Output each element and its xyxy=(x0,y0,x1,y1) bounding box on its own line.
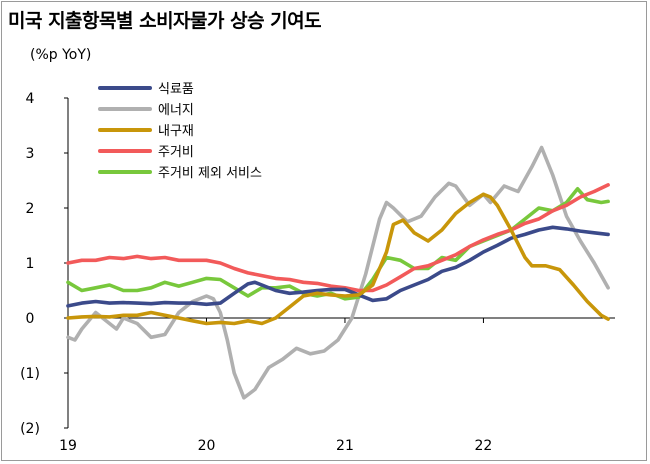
series-line-2 xyxy=(66,145,610,400)
y-tick-label: (2) xyxy=(20,421,40,437)
x-tick-label: 21 xyxy=(336,438,354,454)
chart-title: 미국 지출항목별 소비자물가 상승 기여도 xyxy=(8,10,322,32)
y-tick-label: 3 xyxy=(26,146,35,162)
legend-label: 에너지 xyxy=(158,103,194,118)
legend-label: 식료품 xyxy=(158,82,194,97)
y-tick-label: 1 xyxy=(26,256,35,272)
x-tick-label: 19 xyxy=(59,438,77,454)
y-axis-unit-label: (%p YoY) xyxy=(30,47,92,63)
legend-label: 주거비 제외 서비스 xyxy=(158,166,262,181)
y-tick-label: (1) xyxy=(20,366,40,382)
y-tick-label: 2 xyxy=(26,201,35,217)
y-tick-label: 4 xyxy=(26,91,35,107)
legend-label: 주거비 xyxy=(158,145,194,160)
x-tick-label: 22 xyxy=(475,438,493,454)
y-tick-label: 0 xyxy=(26,311,35,327)
series-lines xyxy=(66,145,610,400)
legend-label: 내구재 xyxy=(158,124,194,139)
x-tick-label: 20 xyxy=(198,438,216,454)
series-line-3 xyxy=(66,192,610,326)
series-line-4 xyxy=(66,183,610,293)
series-line-5 xyxy=(66,187,610,301)
